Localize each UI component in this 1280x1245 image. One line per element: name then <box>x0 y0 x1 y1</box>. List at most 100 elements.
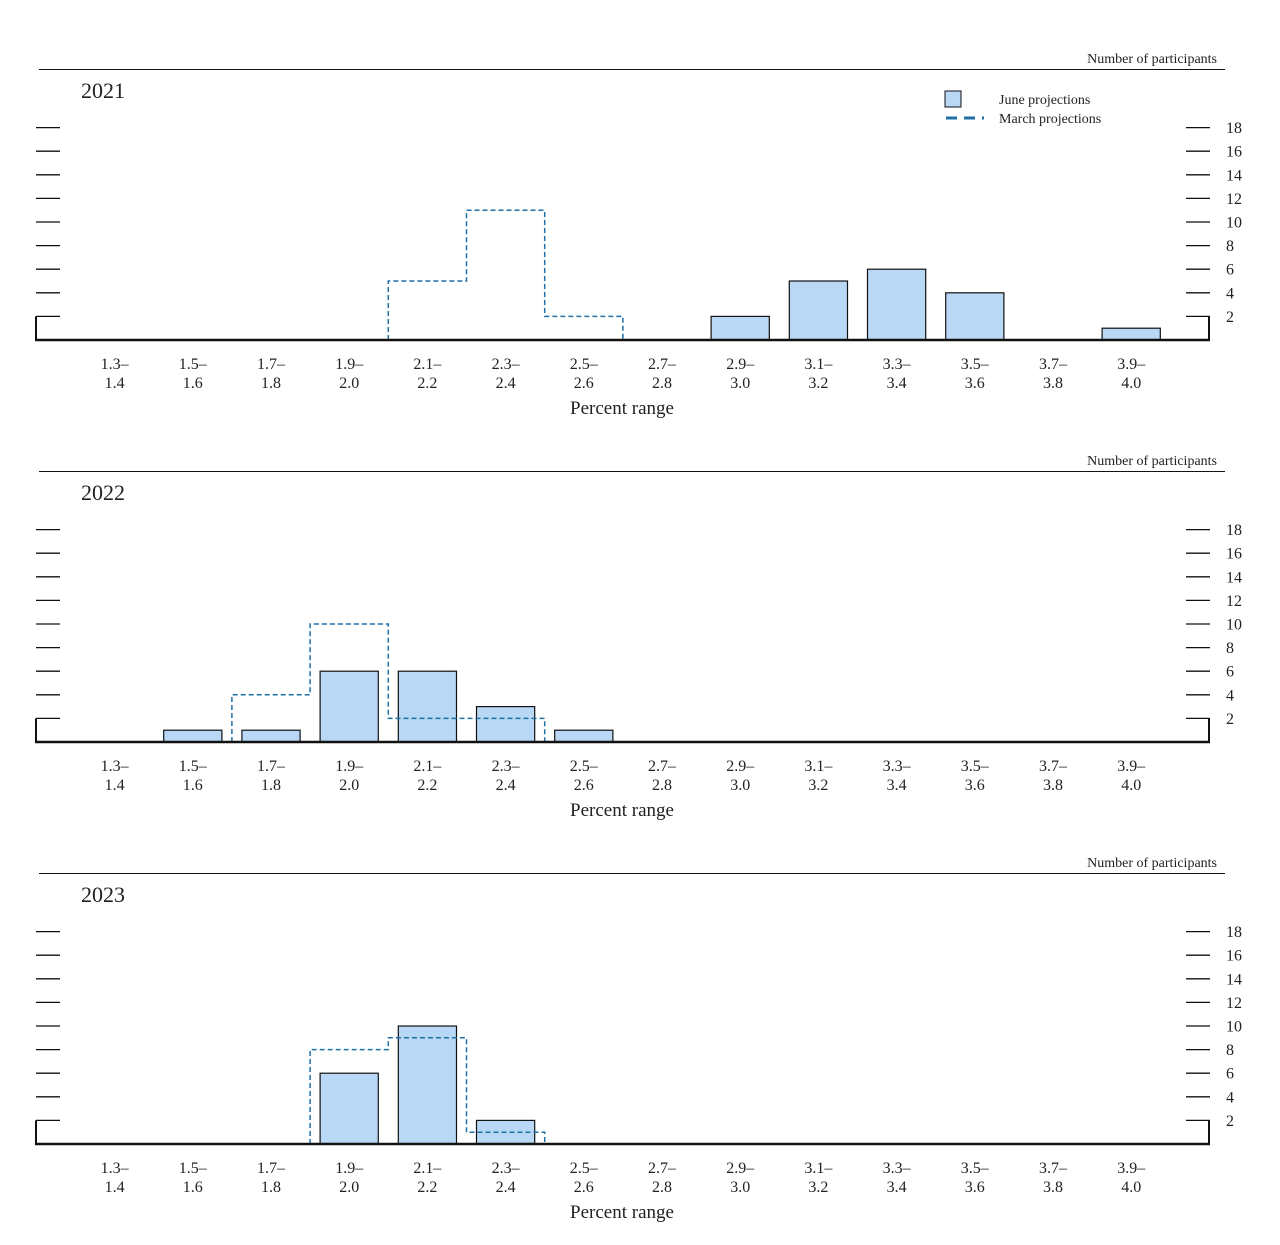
y-tick-label: 8 <box>1226 640 1234 657</box>
x-tick-label-top: 2.3– <box>492 356 521 373</box>
x-tick-label-top: 1.9– <box>335 758 364 775</box>
chart-panel-2021: Number of participants 2021 2 4 6 8 10 12 14 16 18… <box>35 52 1242 419</box>
x-axis-title: Percent range <box>570 1202 674 1223</box>
y-tick-label: 16 <box>1226 546 1242 563</box>
y-tick-label: 10 <box>1226 215 1242 232</box>
x-tick-label-bottom: 4.0 <box>1121 1179 1141 1196</box>
x-tick-label-bottom: 3.4 <box>887 375 907 392</box>
x-tick-label-top: 1.3– <box>101 758 130 775</box>
bar-june-3.94.0 <box>1101 327 1161 341</box>
y-tick-label: 2 <box>1226 1113 1234 1130</box>
y-tick-label: 10 <box>1226 1019 1242 1036</box>
chart-panel-2022: Number of participants 2022 2 4 6 8 10 12 14 16 18… <box>35 454 1242 821</box>
x-tick-label-bottom: 3.0 <box>730 375 750 392</box>
x-tick-label-bottom: 3.6 <box>965 777 985 794</box>
y-tick-label: 18 <box>1226 522 1242 539</box>
x-tick-label-top: 2.9– <box>726 356 755 373</box>
chart-panel-2023: Number of participants 2023 2 4 6 8 10 12 14 16 18… <box>35 856 1242 1223</box>
bar-june-2.52.6 <box>554 729 614 743</box>
y-tick-label: 4 <box>1226 1089 1234 1106</box>
bar-june-2.93.0 <box>710 315 770 341</box>
x-tick-label-bottom: 3.4 <box>887 777 907 794</box>
x-tick-label-top: 2.1– <box>413 1160 442 1177</box>
y-tick-label: 2 <box>1226 309 1234 326</box>
x-tick-label-bottom: 2.8 <box>652 777 672 794</box>
x-tick-label-bottom: 2.2 <box>417 1179 437 1196</box>
x-tick-label-top: 3.5– <box>961 758 990 775</box>
bar-june-3.53.6 <box>945 292 1005 341</box>
legend-june-label: June projections <box>999 93 1090 108</box>
x-tick-label-top: 3.3– <box>883 1160 912 1177</box>
x-tick-label-top: 2.5– <box>570 758 599 775</box>
x-tick-label-bottom: 1.6 <box>183 375 203 392</box>
x-tick-label-bottom: 2.8 <box>652 1179 672 1196</box>
x-tick-label-top: 1.5– <box>179 758 208 775</box>
bar-june-2.32.4 <box>475 706 536 743</box>
bar-june-1.71.8 <box>241 729 301 743</box>
x-tick-label-top: 1.3– <box>101 356 130 373</box>
x-tick-label-top: 2.3– <box>492 1160 521 1177</box>
x-tick-label-top: 2.5– <box>570 356 599 373</box>
x-tick-label-top: 3.5– <box>961 356 990 373</box>
x-tick-label-bottom: 2.0 <box>339 375 359 392</box>
x-tick-label-top: 3.3– <box>883 758 912 775</box>
bar-june-2.12.2 <box>397 1025 458 1145</box>
x-axis-title: Percent range <box>570 800 674 821</box>
x-tick-label-top: 3.5– <box>961 1160 990 1177</box>
y-tick-label: 12 <box>1226 593 1242 610</box>
legend-march-label: March projections <box>999 112 1101 127</box>
x-tick-label-top: 1.9– <box>335 1160 364 1177</box>
x-tick-label-bottom: 1.8 <box>261 1179 281 1196</box>
x-tick-label-bottom: 3.4 <box>887 1179 907 1196</box>
x-tick-label-bottom: 2.6 <box>574 375 594 392</box>
bar-june-3.13.2 <box>788 280 849 341</box>
x-tick-label-top: 1.7– <box>257 758 286 775</box>
chart-title: 2021 <box>81 78 125 103</box>
y-tick-label: 14 <box>1226 167 1242 184</box>
x-axis-title: Percent range <box>570 398 674 419</box>
y-axis-title: Number of participants <box>1087 856 1217 871</box>
y-tick-label: 16 <box>1226 948 1242 965</box>
x-tick-label-bottom: 3.0 <box>730 777 750 794</box>
x-tick-label-bottom: 3.6 <box>965 1179 985 1196</box>
x-tick-label-top: 3.9– <box>1117 758 1146 775</box>
x-tick-label-bottom: 2.0 <box>339 777 359 794</box>
legend-june-swatch <box>944 90 962 108</box>
y-axis-title: Number of participants <box>1087 52 1217 67</box>
x-tick-label-bottom: 2.0 <box>339 1179 359 1196</box>
y-tick-label: 6 <box>1226 664 1234 681</box>
x-tick-label-top: 1.5– <box>179 356 208 373</box>
x-tick-label-top: 2.9– <box>726 1160 755 1177</box>
y-tick-label: 18 <box>1226 924 1242 941</box>
x-tick-label-top: 2.5– <box>570 1160 599 1177</box>
x-tick-label-bottom: 3.0 <box>730 1179 750 1196</box>
bar-june-1.51.6 <box>163 729 223 743</box>
x-tick-label-bottom: 3.6 <box>965 375 985 392</box>
x-tick-label-bottom: 2.8 <box>652 375 672 392</box>
x-tick-label-bottom: 2.4 <box>496 375 516 392</box>
x-tick-label-bottom: 3.2 <box>808 1179 828 1196</box>
x-tick-label-top: 3.1– <box>804 356 833 373</box>
x-tick-label-top: 3.3– <box>883 356 912 373</box>
y-tick-label: 6 <box>1226 1066 1234 1083</box>
x-tick-label-bottom: 2.6 <box>574 777 594 794</box>
x-tick-label-top: 1.7– <box>257 1160 286 1177</box>
x-tick-label-bottom: 1.6 <box>183 777 203 794</box>
y-tick-label: 16 <box>1226 144 1242 161</box>
bar-june-1.92.0 <box>319 670 379 743</box>
x-tick-label-top: 1.5– <box>179 1160 208 1177</box>
y-tick-label: 2 <box>1226 711 1234 728</box>
y-tick-label: 14 <box>1226 971 1242 988</box>
x-tick-label-bottom: 2.2 <box>417 777 437 794</box>
x-tick-label-top: 2.7– <box>648 356 677 373</box>
march-projection-outline <box>309 1037 546 1144</box>
x-tick-label-bottom: 3.2 <box>808 375 828 392</box>
x-tick-label-bottom: 3.8 <box>1043 375 1063 392</box>
y-tick-label: 4 <box>1226 285 1234 302</box>
x-tick-label-top: 2.1– <box>413 356 442 373</box>
bar-june-1.92.0 <box>319 1072 379 1145</box>
march-projection-outline <box>231 623 546 742</box>
x-tick-label-top: 3.9– <box>1117 1160 1146 1177</box>
